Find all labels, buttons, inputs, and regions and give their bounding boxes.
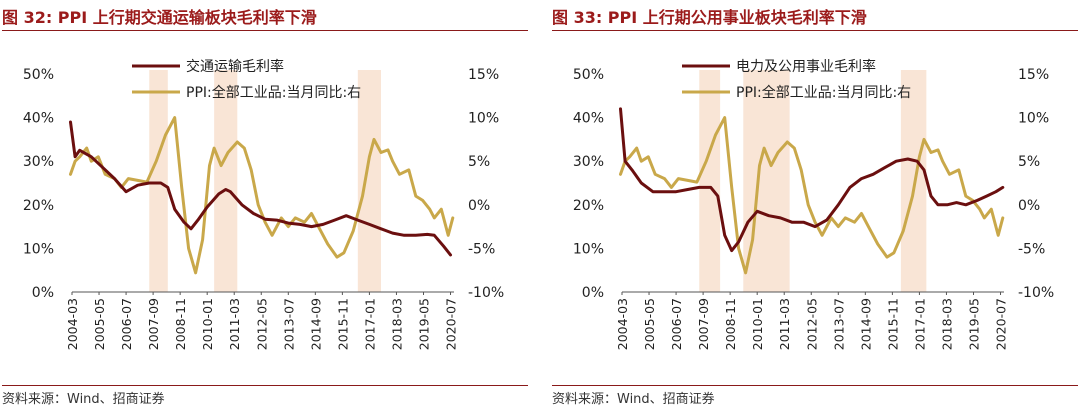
legend-label: 交通运输毛利率 [186, 58, 284, 75]
x-tick-label: 2006-07 [669, 298, 684, 350]
y-left-tick-label: 40% [573, 111, 604, 127]
title-divider [552, 30, 1078, 31]
source-divider [552, 385, 1078, 386]
source-note: 资料来源：Wind、招商证券 [2, 392, 165, 407]
y-right-tick-label: 15% [468, 67, 499, 83]
x-tick-label: 2017-01 [912, 298, 927, 350]
x-tick-label: 2015-11 [885, 298, 900, 350]
x-tick-label: 2013-07 [281, 298, 296, 350]
x-tick-label: 2019-05 [416, 298, 431, 350]
shaded-period [357, 70, 381, 292]
y-left-tick-label: 50% [573, 67, 604, 83]
y-right-tick-label: 0% [1018, 198, 1040, 214]
legend-label: PPI:全部工业品:当月同比:右 [736, 84, 911, 101]
x-tick-label: 2020-07 [994, 298, 1009, 350]
x-tick-label: 2014-09 [858, 298, 873, 350]
series-line [619, 107, 1005, 253]
y-right-tick-label: -10% [468, 285, 504, 301]
shaded-period [699, 70, 721, 292]
shaded-period [149, 70, 168, 292]
y-left-tick-label: 0% [32, 285, 54, 301]
y-left-tick-label: 30% [573, 154, 604, 170]
legend-label: PPI:全部工业品:当月同比:右 [186, 84, 361, 101]
x-tick-label: 2005-05 [92, 298, 107, 350]
x-tick-label: 2019-05 [966, 298, 981, 350]
x-tick-label: 2014-09 [308, 298, 323, 350]
x-tick-label: 2008-11 [173, 298, 188, 350]
x-tick-label: 2017-01 [362, 298, 377, 350]
x-tick-label: 2018-03 [939, 298, 954, 350]
x-tick-label: 2004-03 [65, 298, 80, 350]
y-right-tick-label: 10% [468, 111, 499, 127]
y-left-tick-label: 0% [582, 285, 604, 301]
series-line [619, 116, 1005, 275]
y-right-tick-label: 5% [1018, 154, 1040, 170]
y-right-tick-label: -5% [468, 241, 495, 257]
y-right-tick-label: -10% [1018, 285, 1054, 301]
y-left-tick-label: 20% [23, 198, 54, 214]
chart-panel-transport: 图 32: PPI 上行期交通运输板块毛利率下滑 0% 10% 20% 30% 40% 5… [2, 0, 532, 411]
y-right-tick-label: 0% [468, 198, 490, 214]
shaded-period [214, 70, 238, 292]
x-tick-label: 2004-03 [615, 298, 630, 350]
chart-panel-utilities: 图 33: PPI 上行期公用事业板块毛利率下滑 0% 10% 20% 30% 40% 5… [552, 0, 1080, 411]
x-tick-label: 2007-09 [146, 298, 161, 350]
source-divider [2, 385, 528, 386]
source-note: 资料来源：Wind、招商证券 [552, 392, 715, 407]
chart-title: 图 33: PPI 上行期公用事业板块毛利率下滑 [552, 8, 867, 27]
x-tick-label: 2011-03 [777, 298, 792, 350]
y-left-tick-label: 50% [23, 67, 54, 83]
x-tick-label: 2012-05 [804, 298, 819, 350]
x-tick-label: 2005-05 [642, 298, 657, 350]
x-tick-label: 2020-07 [444, 298, 459, 350]
x-tick-label: 2010-01 [750, 298, 765, 350]
y-left-tick-label: 10% [573, 241, 604, 257]
y-right-tick-label: -5% [1018, 241, 1045, 257]
y-left-tick-label: 10% [23, 241, 54, 257]
x-tick-label: 2011-03 [227, 298, 242, 350]
x-tick-label: 2012-05 [254, 298, 269, 350]
utilities-margin-chart: 0% 10% 20% 30% 40% 50% -10% -5% 0% 5% 10% 15% 2004-0… [573, 58, 1054, 350]
x-tick-label: 2018-03 [389, 298, 404, 350]
series-line [69, 116, 455, 275]
y-right-tick-label: 5% [468, 154, 490, 170]
y-left-tick-label: 30% [23, 154, 54, 170]
legend-label: 电力及公用事业毛利率 [736, 58, 876, 75]
x-tick-label: 2015-11 [335, 298, 350, 350]
x-tick-label: 2006-07 [119, 298, 134, 350]
y-right-tick-label: 15% [1018, 67, 1049, 83]
x-tick-label: 2013-07 [831, 298, 846, 350]
x-tick-label: 2010-01 [200, 298, 215, 350]
shaded-period [743, 70, 790, 292]
chart-title: 图 32: PPI 上行期交通运输板块毛利率下滑 [2, 8, 317, 27]
shaded-period [900, 70, 927, 292]
y-right-tick-label: 10% [1018, 111, 1049, 127]
transport-margin-chart: 0% 10% 20% 30% 40% 50% -10% -5% 0% 5% 10% 15% 2004-0… [23, 58, 504, 350]
x-tick-label: 2008-11 [723, 298, 738, 350]
x-tick-label: 2007-09 [696, 298, 711, 350]
y-left-tick-label: 20% [573, 198, 604, 214]
series-line [69, 120, 452, 257]
y-left-tick-label: 40% [23, 111, 54, 127]
title-divider [2, 30, 528, 31]
